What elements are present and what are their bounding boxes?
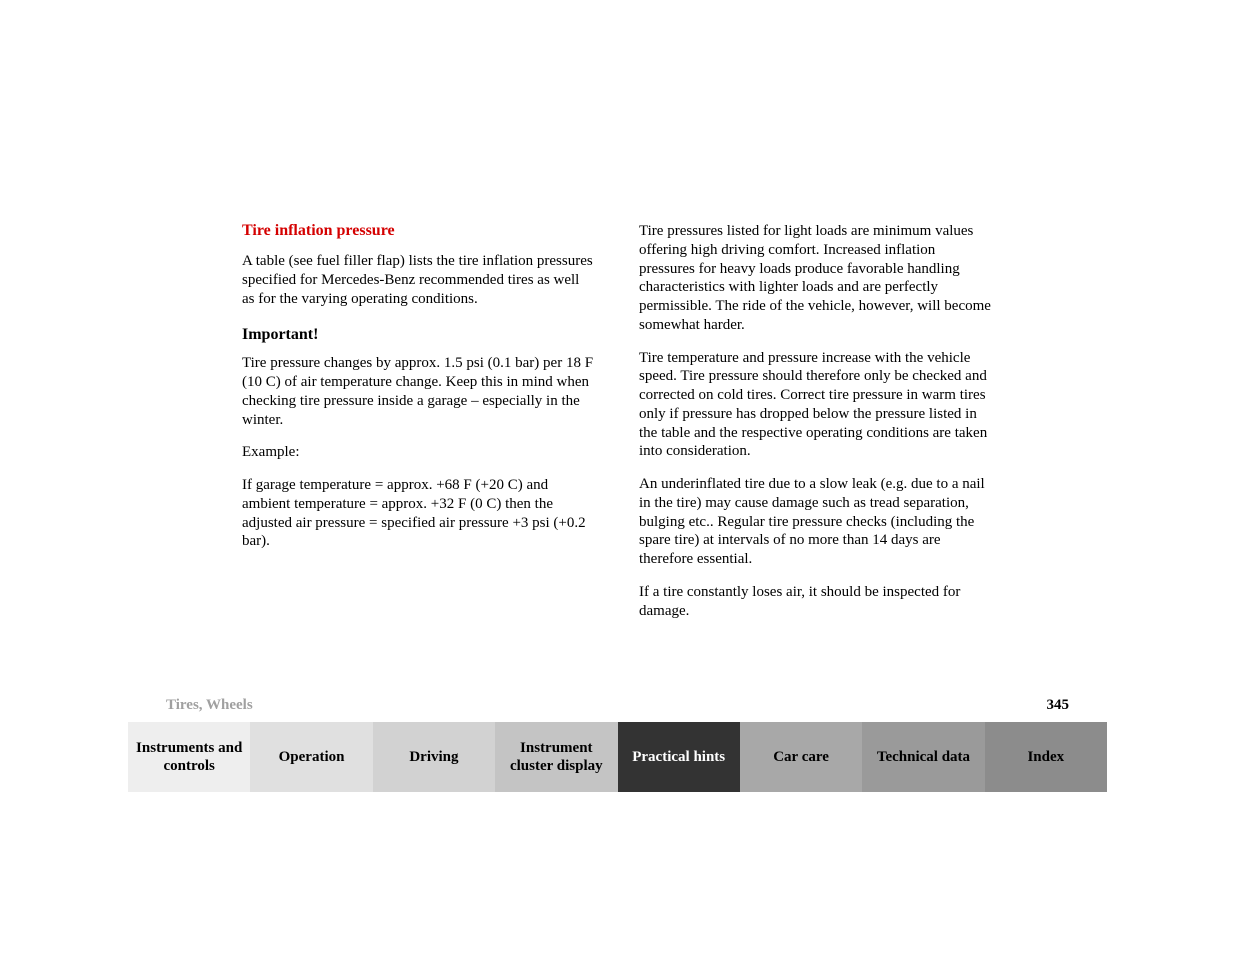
footer-section: Tires, Wheels 345 Instruments and contro… — [128, 697, 1107, 792]
page-number: 345 — [1047, 697, 1070, 714]
tab-driving[interactable]: Driving — [373, 722, 495, 792]
light-loads-paragraph: Tire pressures listed for light loads ar… — [639, 222, 992, 335]
footer-labels: Tires, Wheels 345 — [128, 697, 1107, 714]
left-column: Tire inflation pressure A table (see fue… — [242, 222, 595, 634]
tab-car-care[interactable]: Car care — [740, 722, 862, 792]
section-heading: Tire inflation pressure — [242, 222, 595, 240]
important-heading: Important! — [242, 326, 595, 344]
tab-practical-hints[interactable]: Practical hints — [618, 722, 740, 792]
tab-instruments-and-controls[interactable]: Instruments and controls — [128, 722, 250, 792]
pressure-change-paragraph: Tire pressure changes by approx. 1.5 psi… — [242, 354, 595, 429]
underinflated-paragraph: An underinflated tire due to a slow leak… — [639, 475, 992, 569]
example-label: Example: — [242, 443, 595, 462]
temperature-paragraph: Tire temperature and pressure increase w… — [639, 349, 992, 462]
section-tabs: Instruments and controls Operation Drivi… — [128, 722, 1107, 792]
right-column: Tire pressures listed for light loads ar… — [639, 222, 992, 634]
air-loss-paragraph: If a tire constantly loses air, it shoul… — [639, 583, 992, 621]
content-area: Tire inflation pressure A table (see fue… — [242, 222, 992, 634]
tab-technical-data[interactable]: Technical data — [862, 722, 984, 792]
example-paragraph: If garage temperature = approx. +68 F (+… — [242, 476, 595, 551]
page-container: Tire inflation pressure A table (see fue… — [128, 0, 1107, 954]
intro-paragraph: A table (see fuel filler flap) lists the… — [242, 252, 595, 308]
tab-index[interactable]: Index — [985, 722, 1107, 792]
tab-operation[interactable]: Operation — [250, 722, 372, 792]
tab-instrument-cluster-display[interactable]: Instrument cluster display — [495, 722, 617, 792]
footer-topic: Tires, Wheels — [166, 697, 253, 714]
